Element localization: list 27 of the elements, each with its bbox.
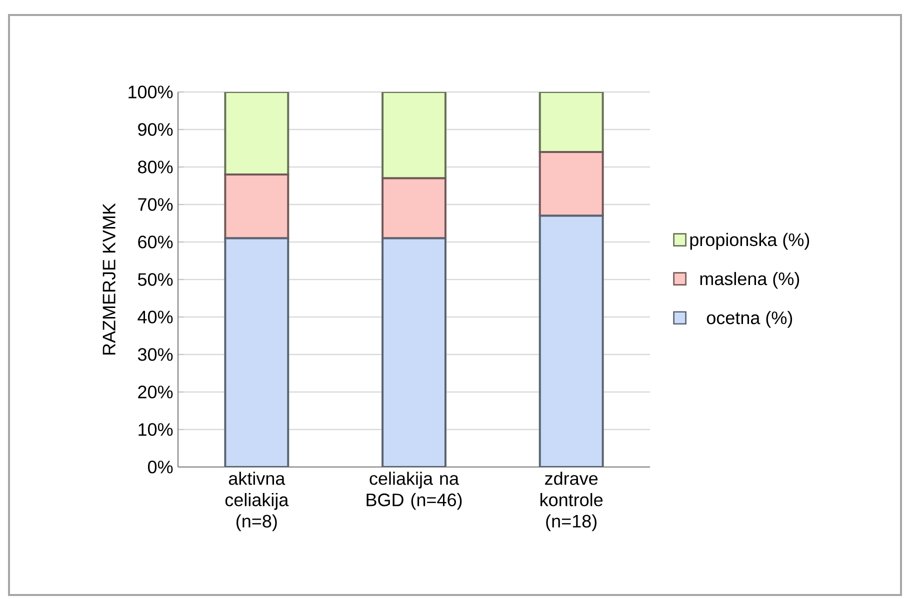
bar (224, 92, 290, 176)
y-tick-label: 80% (138, 160, 173, 174)
bar (538, 92, 604, 153)
legend-label: ocetna (%) (706, 311, 792, 328)
y-tick-label: 90% (138, 123, 173, 136)
y-tick-label: 40% (138, 310, 173, 324)
bar (224, 173, 290, 240)
x-tick-label: aktivna celiakija (n=8) (225, 472, 289, 532)
y-tick-label: 70% (138, 198, 173, 211)
legend-label: propionska (%) (690, 232, 810, 250)
y-tick-label: 60% (138, 236, 173, 248)
bar (382, 237, 446, 467)
y-tick-label: 30% (138, 348, 173, 361)
y-tick-label: 0% (148, 460, 173, 474)
bar (382, 92, 446, 180)
y-axis-title: RAZMERJE KVMK (102, 203, 116, 355)
bar (382, 177, 446, 240)
y-tick-label: 10% (138, 423, 173, 436)
x-tick-label: celiakija na BGD (n=46) (366, 472, 462, 510)
y-tick-label: 100% (128, 86, 173, 98)
legend-label: maslena (%) (700, 272, 800, 289)
bar (538, 150, 604, 217)
y-tick-label: 20% (138, 386, 173, 398)
x-tick-label: zdrave kontrole (n=18) (540, 472, 603, 532)
y-tick-label: 50% (138, 273, 173, 286)
bar (538, 214, 604, 467)
bar (224, 237, 290, 467)
